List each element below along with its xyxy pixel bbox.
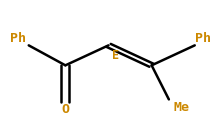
Text: O: O (61, 104, 69, 117)
Text: Ph: Ph (195, 32, 211, 45)
Text: Ph: Ph (10, 32, 26, 45)
Text: Me: Me (174, 101, 190, 114)
Text: E: E (112, 49, 120, 62)
